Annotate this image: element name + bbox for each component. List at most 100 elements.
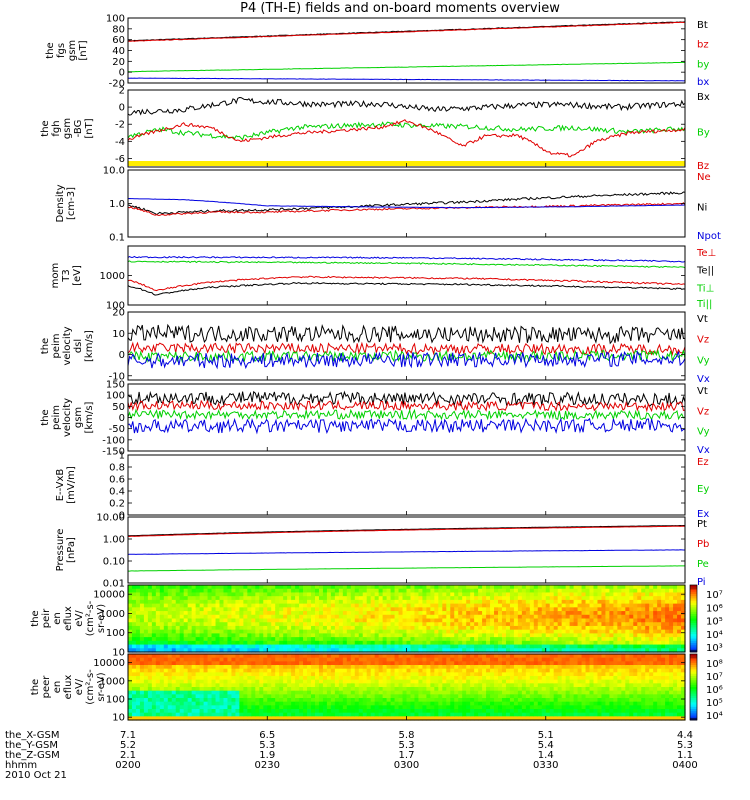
spectrogram-cell — [577, 599, 583, 605]
spectrogram-cell — [179, 622, 185, 627]
spectrogram-cell — [326, 625, 332, 631]
spectrogram-cell — [458, 676, 463, 681]
spectrogram-cell — [410, 657, 416, 662]
spectrogram-cell — [474, 596, 479, 601]
spectrogram-cell — [505, 709, 511, 714]
spectrogram-cell — [334, 614, 340, 620]
spectrogram-cell — [191, 698, 197, 703]
spectrogram-cell — [470, 709, 475, 714]
spectrogram-cell — [589, 705, 595, 710]
spectrogram-cell — [533, 633, 539, 638]
spectrogram-cell — [128, 668, 133, 673]
spectrogram-cell — [450, 694, 455, 699]
spectrogram-cell — [394, 633, 400, 638]
spectrogram-cell — [665, 611, 670, 616]
spectrogram-cell — [561, 614, 567, 620]
spectrogram-cell — [462, 599, 467, 605]
spectrogram-cell — [374, 629, 380, 634]
spectrogram-cell — [199, 712, 205, 717]
spectrogram-cell — [171, 607, 177, 612]
spectrogram-cell — [438, 668, 443, 673]
spectrogram-cell — [231, 705, 237, 710]
spectrogram-cell — [223, 596, 229, 601]
spectrogram-cell — [183, 709, 189, 714]
spectrogram-cell — [231, 661, 237, 666]
spectrogram-cell — [482, 596, 487, 601]
spectrogram-cell — [346, 633, 352, 638]
spectrogram-cell — [466, 654, 471, 659]
spectrogram-cell — [314, 676, 320, 681]
spectrogram-cell — [307, 679, 312, 684]
spectrogram-cell — [450, 665, 455, 670]
spectrogram-cell — [517, 668, 523, 673]
spectrogram-cell — [434, 622, 439, 627]
spectrogram-cell — [498, 611, 503, 616]
spectrogram-cell — [259, 614, 264, 620]
spectrogram-cell — [370, 654, 376, 659]
spectrogram-cell — [259, 607, 264, 612]
spectrogram-cell — [147, 585, 153, 590]
spectrogram-cell — [649, 622, 654, 627]
spectrogram-cell — [410, 668, 416, 673]
spectrogram-cell — [549, 665, 555, 670]
spectrogram-cell — [418, 676, 424, 681]
spectrogram-cell — [267, 709, 272, 714]
spectrogram-cell — [199, 709, 205, 714]
spectrogram-cell — [422, 709, 427, 714]
spectrogram-cell — [279, 690, 284, 695]
spectrogram-cell — [128, 637, 133, 642]
spectrogram-cell — [521, 625, 527, 631]
spectrogram-cell — [434, 716, 439, 721]
spectrogram-cell — [346, 712, 352, 717]
spectrogram-cell — [517, 716, 523, 721]
spectrogram-cell — [143, 637, 149, 642]
spectrogram-cell — [219, 668, 225, 673]
spectrogram-cell — [613, 618, 618, 623]
spectrogram-cell — [128, 694, 133, 699]
spectrogram-cell — [541, 599, 547, 605]
spectrogram-cell — [645, 648, 650, 653]
spectrogram-cell — [358, 644, 364, 649]
spectrogram-cell — [231, 698, 237, 703]
spectrogram-cell — [581, 687, 587, 692]
spectrogram-cell — [585, 672, 591, 677]
spectrogram-cell — [517, 665, 523, 670]
spectrogram-cell — [458, 705, 463, 710]
spectrogram-cell — [295, 585, 300, 590]
spectrogram-cell — [139, 618, 145, 623]
spectrogram-cell — [517, 687, 523, 692]
spectrogram-cell — [139, 665, 145, 670]
spectrogram-cell — [394, 603, 400, 608]
spectrogram-cell — [418, 599, 424, 605]
spectrogram-cell — [657, 625, 662, 631]
spectrogram-cell — [251, 640, 256, 646]
spectrogram-cell — [446, 596, 451, 601]
spectrogram-cell — [378, 614, 384, 620]
spectrogram-cell — [661, 596, 666, 601]
spectrogram-cell — [311, 690, 316, 695]
spectrogram-cell — [374, 596, 380, 601]
spectrogram-cell — [131, 622, 137, 627]
spectrogram-cell — [458, 668, 463, 673]
spectrogram-cell — [131, 625, 137, 631]
spectrogram-cell — [235, 596, 240, 601]
spectrogram-cell — [565, 629, 571, 634]
spectrogram-cell — [641, 611, 646, 616]
spectrogram-cell — [354, 709, 360, 714]
spectrogram-cell — [386, 637, 392, 642]
spectrogram-cell — [557, 644, 563, 649]
spectrogram-cell — [303, 654, 308, 659]
spectrogram-cell — [243, 657, 248, 662]
spectrogram-cell — [131, 709, 137, 714]
spectrogram-cell — [629, 648, 634, 653]
spectrogram-cell — [231, 618, 237, 623]
spectrogram-cell — [291, 665, 296, 670]
spectrogram-cell — [279, 657, 284, 662]
spectrogram-cell — [505, 657, 511, 662]
spectrogram-cell — [362, 701, 368, 706]
spectrogram-cell — [374, 611, 380, 616]
spectrogram-cell — [163, 679, 169, 684]
spectrogram-cell — [135, 585, 141, 590]
y-axis-label: peim — [51, 333, 62, 358]
spectrogram-cell — [159, 705, 165, 710]
